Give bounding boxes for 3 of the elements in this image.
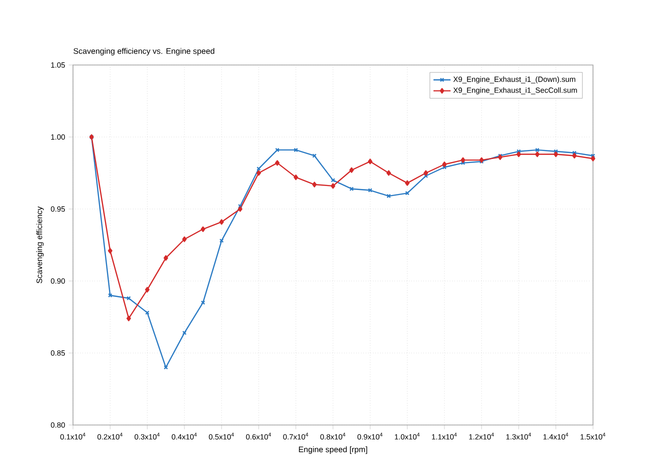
y-axis-title: Scavenging efficiency [36,206,44,284]
x-axis-title: Engine speed [rpm] [298,446,368,454]
chart-title: Scavenging efficiency vs. Engine speed [74,48,214,56]
